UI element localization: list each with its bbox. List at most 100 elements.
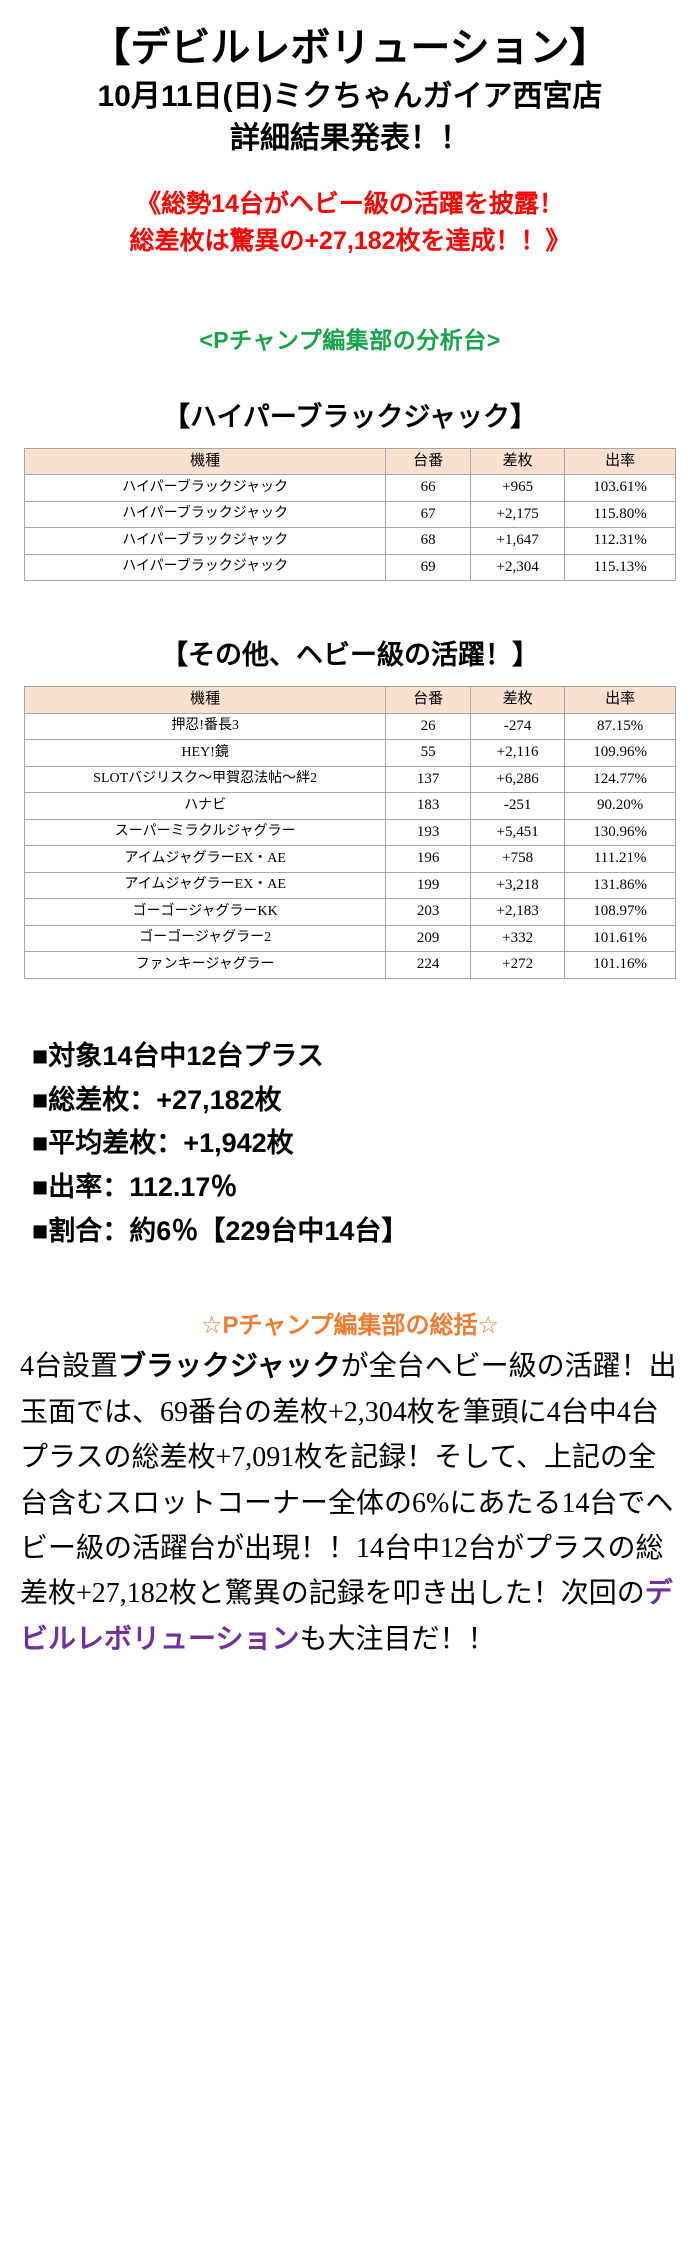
- table-row: 押忍!番長3 26 -274 87.15%: [23, 712, 676, 741]
- cell-machine-no: 203: [385, 898, 471, 926]
- cell-rate: 131.86%: [564, 871, 676, 900]
- table-row: ハイパーブラックジャック 68 +1,647 112.31%: [23, 527, 676, 555]
- cell-machine-no: 67: [385, 500, 471, 529]
- stat-plus-count: ■対象14台中12台プラス: [32, 1040, 324, 1071]
- table1-body: ハイパーブラックジャック 66 +965 103.61% ハイパーブラックジャック 67 +…: [23, 474, 676, 582]
- cell-diff: +758: [469, 845, 566, 873]
- table-row: ハイパーブラックジャック 69 +2,304 115.13%: [23, 553, 676, 582]
- results-table-others: 機種 台番 差枚 出率 押忍!番長3 26 -274 87.15% HEY!鏡 55 +2,…: [23, 686, 676, 979]
- cell-rate: 115.80%: [564, 500, 676, 529]
- col-header-diff: 差枚: [469, 447, 566, 476]
- col-header-model: 機種: [23, 447, 387, 476]
- cell-model: アイムジャグラーEX・AE: [23, 845, 387, 873]
- cell-machine-no: 199: [385, 871, 471, 900]
- cell-diff: +5,451: [469, 818, 566, 847]
- table1-wrapper: 機種 台番 差枚 出率 ハイパーブラックジャック 66 +965 103.61% ハイパ…: [0, 447, 700, 582]
- col-header-machine-no: 台番: [385, 686, 471, 714]
- table-row: ゴーゴージャグラー2 209 +332 101.61%: [23, 924, 676, 953]
- cell-machine-no: 193: [385, 818, 471, 847]
- cell-model: SLOTバジリスク～甲賀忍法帖～絆2: [23, 765, 387, 794]
- editorial-summary-text: 4台設置ブラックジャックが全台ヘビー級の活躍！出玉面では、69番台の差枚+2,3…: [0, 1344, 700, 1692]
- cell-model: 押忍!番長3: [23, 712, 387, 741]
- cell-diff: +272: [469, 951, 566, 979]
- section-heading-summary: ☆Pチャンプ編集部の総括☆: [200, 1312, 500, 1340]
- cell-machine-no: 66: [385, 474, 471, 502]
- summary-segment-1: 4台設置: [20, 1351, 119, 1383]
- cell-rate: 108.97%: [564, 898, 676, 926]
- results-table-blackjack: 機種 台番 差枚 出率 ハイパーブラックジャック 66 +965 103.61% ハイパ…: [23, 447, 676, 582]
- stat-ratio: ■割合：約6％【229台中14台】: [32, 1215, 409, 1246]
- cell-rate: 112.31%: [564, 527, 676, 555]
- table-row: ゴーゴージャグラーKK 203 +2,183 108.97%: [23, 898, 676, 926]
- cell-machine-no: 137: [385, 765, 471, 794]
- table-row: ファンキージャグラー 224 +272 101.16%: [23, 951, 676, 979]
- page-subtitle-announcement: 詳細結果発表！！: [230, 122, 470, 156]
- table-header-row: 機種 台番 差枚 出率: [23, 686, 676, 714]
- cell-rate: 124.77%: [564, 765, 676, 794]
- table1-head: 機種 台番 差枚 出率: [23, 447, 676, 476]
- col-header-machine-no: 台番: [385, 447, 471, 476]
- table-row: スーパーミラクルジャグラー 193 +5,451 130.96%: [23, 818, 676, 847]
- cell-model: スーパーミラクルジャグラー: [23, 818, 387, 847]
- cell-diff: -274: [469, 712, 566, 741]
- cell-rate: 115.13%: [564, 553, 676, 582]
- cell-model: ハイパーブラックジャック: [23, 500, 387, 529]
- cell-model: ゴーゴージャグラー2: [23, 924, 387, 953]
- lede-line-2: 総差枚は驚異の+27,182枚を達成！！》: [129, 227, 571, 256]
- col-header-rate: 出率: [564, 447, 676, 476]
- table2-head: 機種 台番 差枚 出率: [23, 686, 676, 714]
- table-row: アイムジャグラーEX・AE 196 +758 111.21%: [23, 845, 676, 873]
- summary-segment-3: が全台ヘビー級の活躍！出玉面では、69番台の差枚+2,304枚を筆頭に4台中4台…: [20, 1351, 677, 1610]
- cell-rate: 103.61%: [564, 474, 676, 502]
- stat-total-diff: ■総差枚：+27,182枚: [32, 1084, 282, 1115]
- table2-body: 押忍!番長3 26 -274 87.15% HEY!鏡 55 +2,116 109.96% SL…: [23, 712, 676, 979]
- cell-machine-no: 26: [385, 712, 471, 741]
- stats-summary-list: ■対象14台中12台プラス ■総差枚：+27,182枚 ■平均差枚：+1,942…: [0, 1035, 700, 1254]
- stat-average-diff: ■平均差枚：+1,942枚: [32, 1128, 294, 1159]
- cell-rate: 130.96%: [564, 818, 676, 847]
- page-subtitle-venue: 10月11日(日)ミクちゃんガイア西宮店: [97, 79, 603, 113]
- table-row: HEY!鏡 55 +2,116 109.96%: [23, 739, 676, 767]
- cell-machine-no: 183: [385, 792, 471, 820]
- table1-title: 【ハイパーブラックジャック】: [163, 401, 537, 432]
- summary-segment-5: も大注目だ！！: [299, 1623, 496, 1655]
- cell-diff: +2,175: [469, 500, 566, 529]
- cell-diff: +965: [469, 474, 566, 502]
- table-row: ハナビ 183 -251 90.20%: [23, 792, 676, 820]
- cell-machine-no: 224: [385, 951, 471, 979]
- cell-model: ハイパーブラックジャック: [23, 474, 387, 502]
- cell-rate: 87.15%: [564, 712, 676, 741]
- cell-model: HEY!鏡: [23, 739, 387, 767]
- table-row: ハイパーブラックジャック 67 +2,175 115.80%: [23, 500, 676, 529]
- cell-rate: 109.96%: [564, 739, 676, 767]
- stat-payout-rate: ■出率：112.17％: [32, 1172, 238, 1202]
- cell-model: ハナビ: [23, 792, 387, 820]
- page-title: 【デビルレボリューション】: [90, 26, 610, 70]
- cell-rate: 101.61%: [564, 924, 676, 953]
- section-heading-analysis: <Pチャンプ編集部の分析台>: [199, 326, 501, 353]
- cell-model: ハイパーブラックジャック: [23, 553, 387, 582]
- cell-diff: +1,647: [469, 527, 566, 555]
- cell-rate: 90.20%: [564, 792, 676, 820]
- cell-machine-no: 196: [385, 845, 471, 873]
- cell-diff: +6,286: [469, 765, 566, 794]
- table-row: ハイパーブラックジャック 66 +965 103.61%: [23, 474, 676, 502]
- cell-rate: 101.16%: [564, 951, 676, 979]
- col-header-rate: 出率: [564, 686, 676, 714]
- col-header-diff: 差枚: [469, 686, 566, 714]
- cell-diff: +332: [469, 924, 566, 953]
- cell-model: ゴーゴージャグラーKK: [23, 898, 387, 926]
- cell-model: ファンキージャグラー: [23, 951, 387, 979]
- cell-diff: +3,218: [469, 871, 566, 900]
- table-row: アイムジャグラーEX・AE 199 +3,218 131.86%: [23, 871, 676, 900]
- cell-machine-no: 55: [385, 739, 471, 767]
- cell-machine-no: 69: [385, 553, 471, 582]
- cell-diff: -251: [469, 792, 566, 820]
- summary-segment-highlight: デビルレボリューション: [20, 1578, 673, 1655]
- cell-diff: +2,304: [469, 553, 566, 582]
- cell-diff: +2,183: [469, 898, 566, 926]
- table-row: SLOTバジリスク～甲賀忍法帖～絆2 137 +6,286 124.77%: [23, 765, 676, 794]
- table2-wrapper: 機種 台番 差枚 出率 押忍!番長3 26 -274 87.15% HEY!鏡 55 +2,…: [0, 686, 700, 979]
- lede-block: 《総勢14台がヘビー級の活躍を披露！ 総差枚は驚異の+27,182枚を達成！！》: [0, 186, 700, 261]
